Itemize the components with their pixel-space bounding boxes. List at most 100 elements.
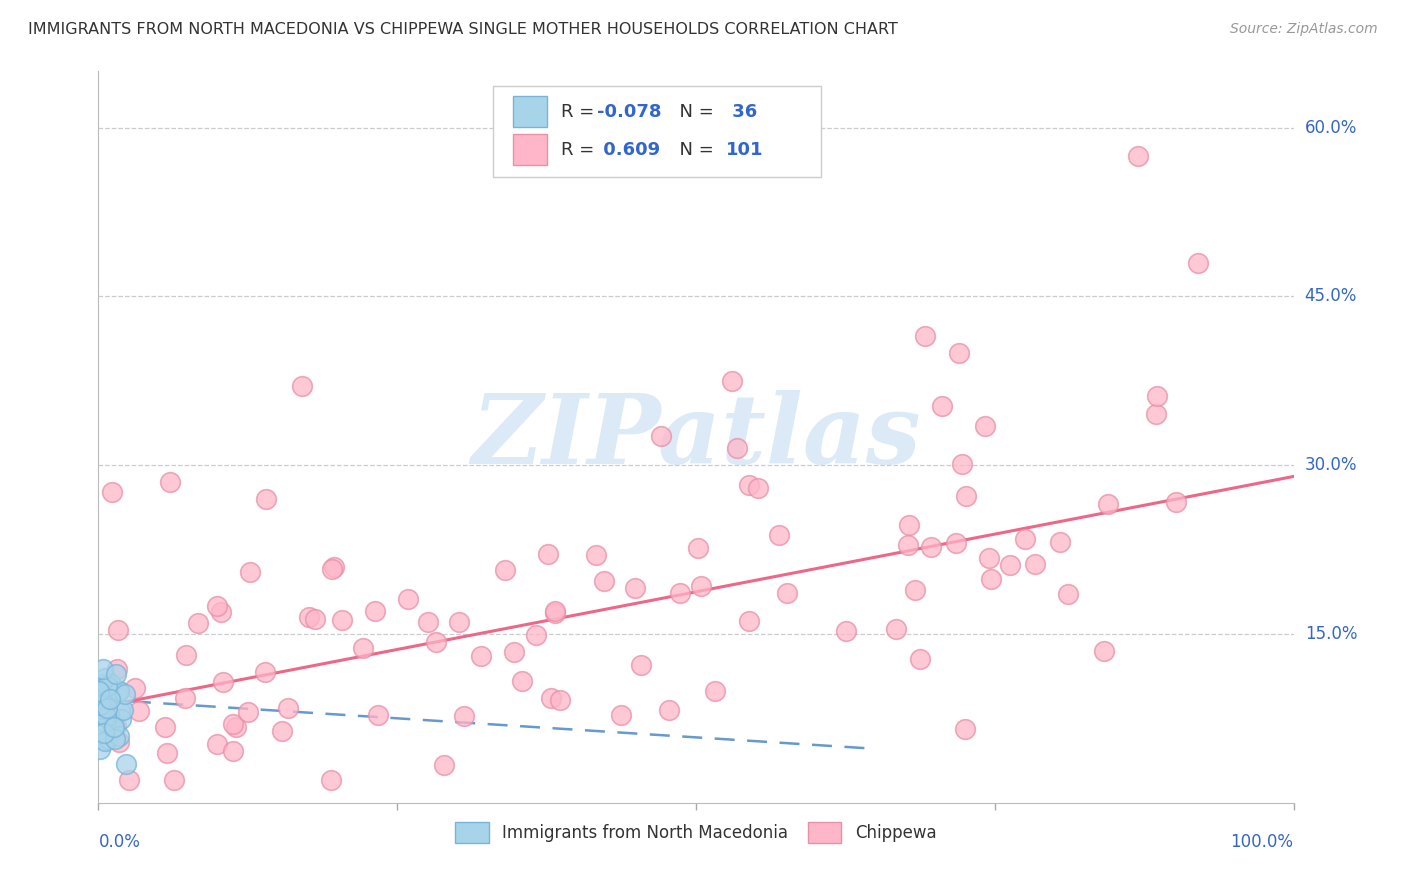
Text: IMMIGRANTS FROM NORTH MACEDONIA VS CHIPPEWA SINGLE MOTHER HOUSEHOLDS CORRELATION: IMMIGRANTS FROM NORTH MACEDONIA VS CHIPP… [28,22,898,37]
Text: 30.0%: 30.0% [1305,456,1357,475]
Point [624,581,647,595]
Point [107,684,129,698]
Point [155,720,177,734]
Point [114,688,136,702]
Text: 60.0%: 60.0% [1305,119,1357,136]
Point [163,773,186,788]
Text: 0.609: 0.609 [596,141,659,159]
Text: N =: N = [668,103,720,120]
Point [955,722,977,736]
Point [1024,558,1046,572]
Point [364,604,387,618]
Point [110,704,132,718]
Point [449,615,471,629]
Point [725,442,748,456]
Point [977,551,1000,566]
Point [897,518,920,533]
Legend: Immigrants from North Macedonia, Chippewa: Immigrants from North Macedonia, Chippew… [449,815,943,849]
Point [955,489,977,503]
Point [94,734,117,748]
Point [91,681,114,695]
Text: 100.0%: 100.0% [1230,833,1294,851]
Point [544,606,567,620]
Text: 0.0%: 0.0% [98,833,141,851]
Point [89,742,111,756]
Point [87,683,110,698]
Point [425,635,447,649]
Text: ZIPatlas: ZIPatlas [471,390,921,484]
Point [159,475,181,489]
Point [104,719,127,733]
Point [107,623,129,637]
Point [897,538,920,552]
Point [352,641,374,656]
Point [453,709,475,723]
Point [1014,532,1036,546]
Point [321,562,343,576]
Point [112,703,135,717]
Point [776,586,799,600]
Point [433,758,456,772]
Point [91,662,114,676]
Text: 45.0%: 45.0% [1305,287,1357,305]
Point [396,592,419,607]
Point [108,735,131,749]
Point [669,586,692,600]
Point [94,708,117,723]
Point [690,579,713,593]
Point [948,345,970,359]
Point [108,683,131,698]
Point [271,723,294,738]
Point [321,773,343,788]
Point [931,400,953,414]
Point [544,604,567,618]
Point [1187,255,1209,269]
Point [503,645,526,659]
Point [593,574,616,589]
Point [367,707,389,722]
Point [688,541,710,555]
Point [540,690,562,705]
Point [658,703,681,717]
Point [94,692,117,706]
Point [89,685,111,699]
Point [650,429,672,443]
Point [1092,644,1115,658]
Point [90,686,112,700]
Point [1166,495,1188,509]
Point [1146,389,1168,403]
Point [108,729,131,743]
Point [950,457,973,471]
Point [96,710,118,724]
Text: Source: ZipAtlas.com: Source: ZipAtlas.com [1230,22,1378,37]
Point [104,667,127,681]
Point [974,418,997,433]
Point [110,712,132,726]
Point [156,746,179,760]
Point [721,374,744,388]
Point [96,700,118,714]
Text: 101: 101 [725,141,763,159]
Point [207,737,229,751]
Point [254,491,277,506]
Point [1097,497,1119,511]
Point [96,679,118,693]
Point [101,720,124,734]
Point [747,481,769,495]
Point [980,572,1002,586]
Point [416,615,439,630]
Point [209,605,232,619]
Point [630,657,652,672]
Point [548,693,571,707]
Point [1146,407,1168,421]
Point [236,705,259,719]
Point [212,674,235,689]
Point [174,648,197,662]
Point [537,547,560,561]
Point [222,716,245,731]
Point [904,582,927,597]
Point [100,484,122,499]
Point [93,726,115,740]
Point [98,708,121,723]
Point [97,732,120,747]
